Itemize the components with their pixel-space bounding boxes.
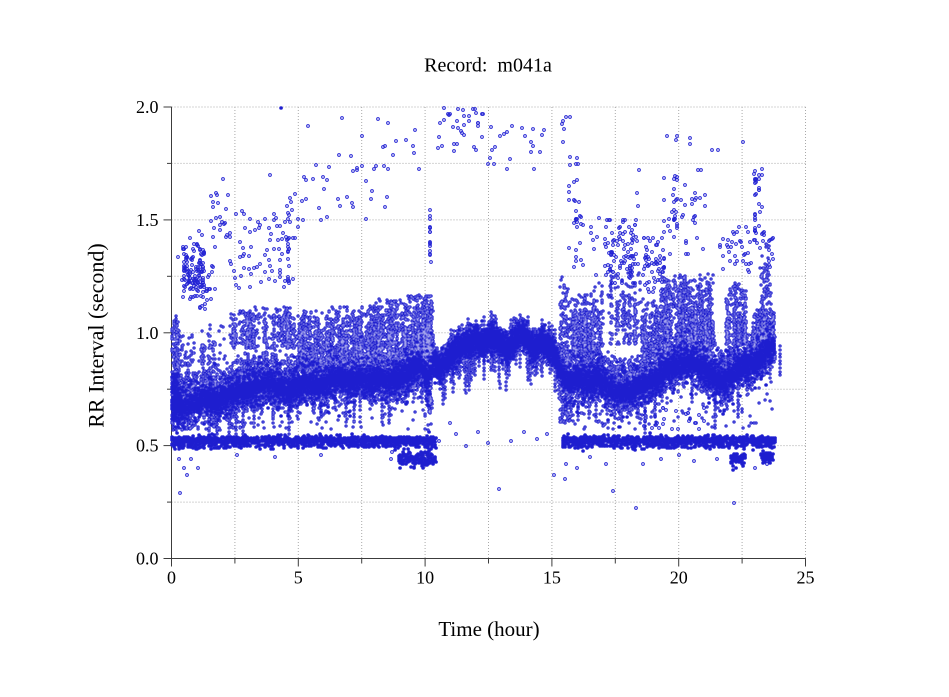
svg-text:25: 25 [797, 568, 815, 588]
svg-text:Time (hour): Time (hour) [438, 617, 539, 641]
svg-text:0.0: 0.0 [136, 549, 159, 569]
svg-text:0.5: 0.5 [136, 436, 159, 456]
svg-text:20: 20 [670, 568, 688, 588]
svg-text:15: 15 [543, 568, 561, 588]
svg-text:1.0: 1.0 [136, 323, 159, 343]
svg-text:10: 10 [416, 568, 434, 588]
svg-text:0: 0 [167, 568, 176, 588]
svg-text:1.5: 1.5 [136, 210, 159, 230]
svg-text:5: 5 [294, 568, 303, 588]
svg-text:RR Interval (second): RR Interval (second) [84, 243, 109, 428]
svg-text:2.0: 2.0 [136, 97, 159, 117]
svg-text:Record: m041a: Record: m041a [424, 55, 552, 77]
